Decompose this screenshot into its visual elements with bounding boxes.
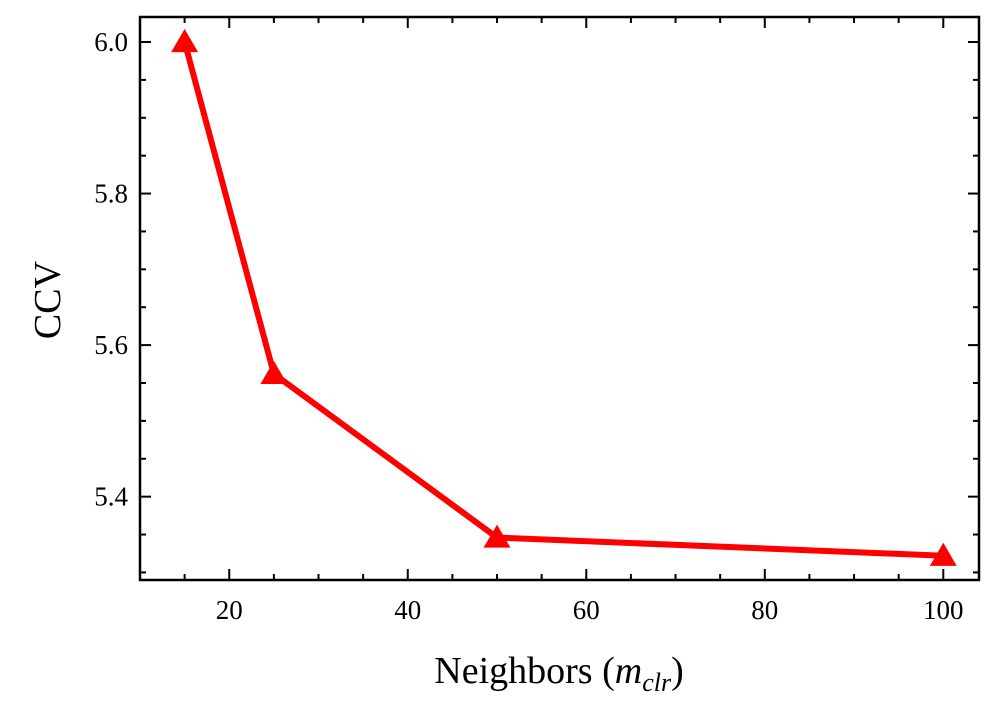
y-tick-label: 6.0 [94,27,128,57]
data-point-triangle [171,29,199,53]
x-tick-label: 20 [216,595,243,625]
axis-ticks [139,17,979,580]
x-tick-label: 80 [751,595,778,625]
x-tick-label: 100 [923,595,964,625]
data-point-triangle [483,524,511,548]
x-axis-label-main: Neighbors ( [434,650,614,692]
y-tick-label: 5.4 [94,482,128,512]
plot-frame [138,15,981,582]
y-tick-label: 5.8 [94,179,128,209]
data-point-triangle [929,542,957,566]
x-tick-label: 60 [573,595,600,625]
x-axis-label: Neighbors (mclr) [434,650,683,697]
data-point-triangle [260,360,288,384]
y-axis-label: CCV [27,260,69,339]
x-axis-label-sub: clr [642,668,672,697]
x-axis-label-var: m [615,650,642,692]
y-tick-label: 5.6 [94,330,128,360]
x-tick-label: 40 [394,595,421,625]
x-axis-label-close: ) [671,650,684,692]
data-series [171,29,957,566]
tick-labels: 20 40 60 80 100 5.4 5.6 5.8 6.0 [94,27,963,625]
series-line [181,41,944,559]
